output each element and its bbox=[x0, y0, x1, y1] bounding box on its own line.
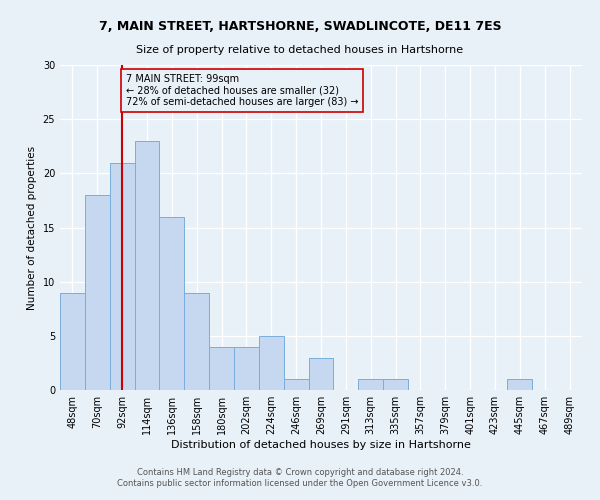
Y-axis label: Number of detached properties: Number of detached properties bbox=[27, 146, 37, 310]
Text: Size of property relative to detached houses in Hartshorne: Size of property relative to detached ho… bbox=[136, 45, 464, 55]
Bar bbox=[110, 162, 134, 390]
Bar bbox=[358, 379, 383, 390]
Bar bbox=[60, 292, 85, 390]
X-axis label: Distribution of detached houses by size in Hartshorne: Distribution of detached houses by size … bbox=[171, 440, 471, 450]
Bar bbox=[85, 195, 110, 390]
Bar bbox=[508, 379, 532, 390]
Bar bbox=[259, 336, 284, 390]
Bar bbox=[234, 346, 259, 390]
Text: Contains HM Land Registry data © Crown copyright and database right 2024.
Contai: Contains HM Land Registry data © Crown c… bbox=[118, 468, 482, 487]
Bar bbox=[209, 346, 234, 390]
Bar bbox=[134, 141, 160, 390]
Bar bbox=[383, 379, 408, 390]
Bar bbox=[184, 292, 209, 390]
Text: 7, MAIN STREET, HARTSHORNE, SWADLINCOTE, DE11 7ES: 7, MAIN STREET, HARTSHORNE, SWADLINCOTE,… bbox=[98, 20, 502, 33]
Bar bbox=[284, 379, 308, 390]
Text: 7 MAIN STREET: 99sqm
← 28% of detached houses are smaller (32)
72% of semi-detac: 7 MAIN STREET: 99sqm ← 28% of detached h… bbox=[126, 74, 358, 107]
Bar bbox=[308, 358, 334, 390]
Bar bbox=[160, 216, 184, 390]
